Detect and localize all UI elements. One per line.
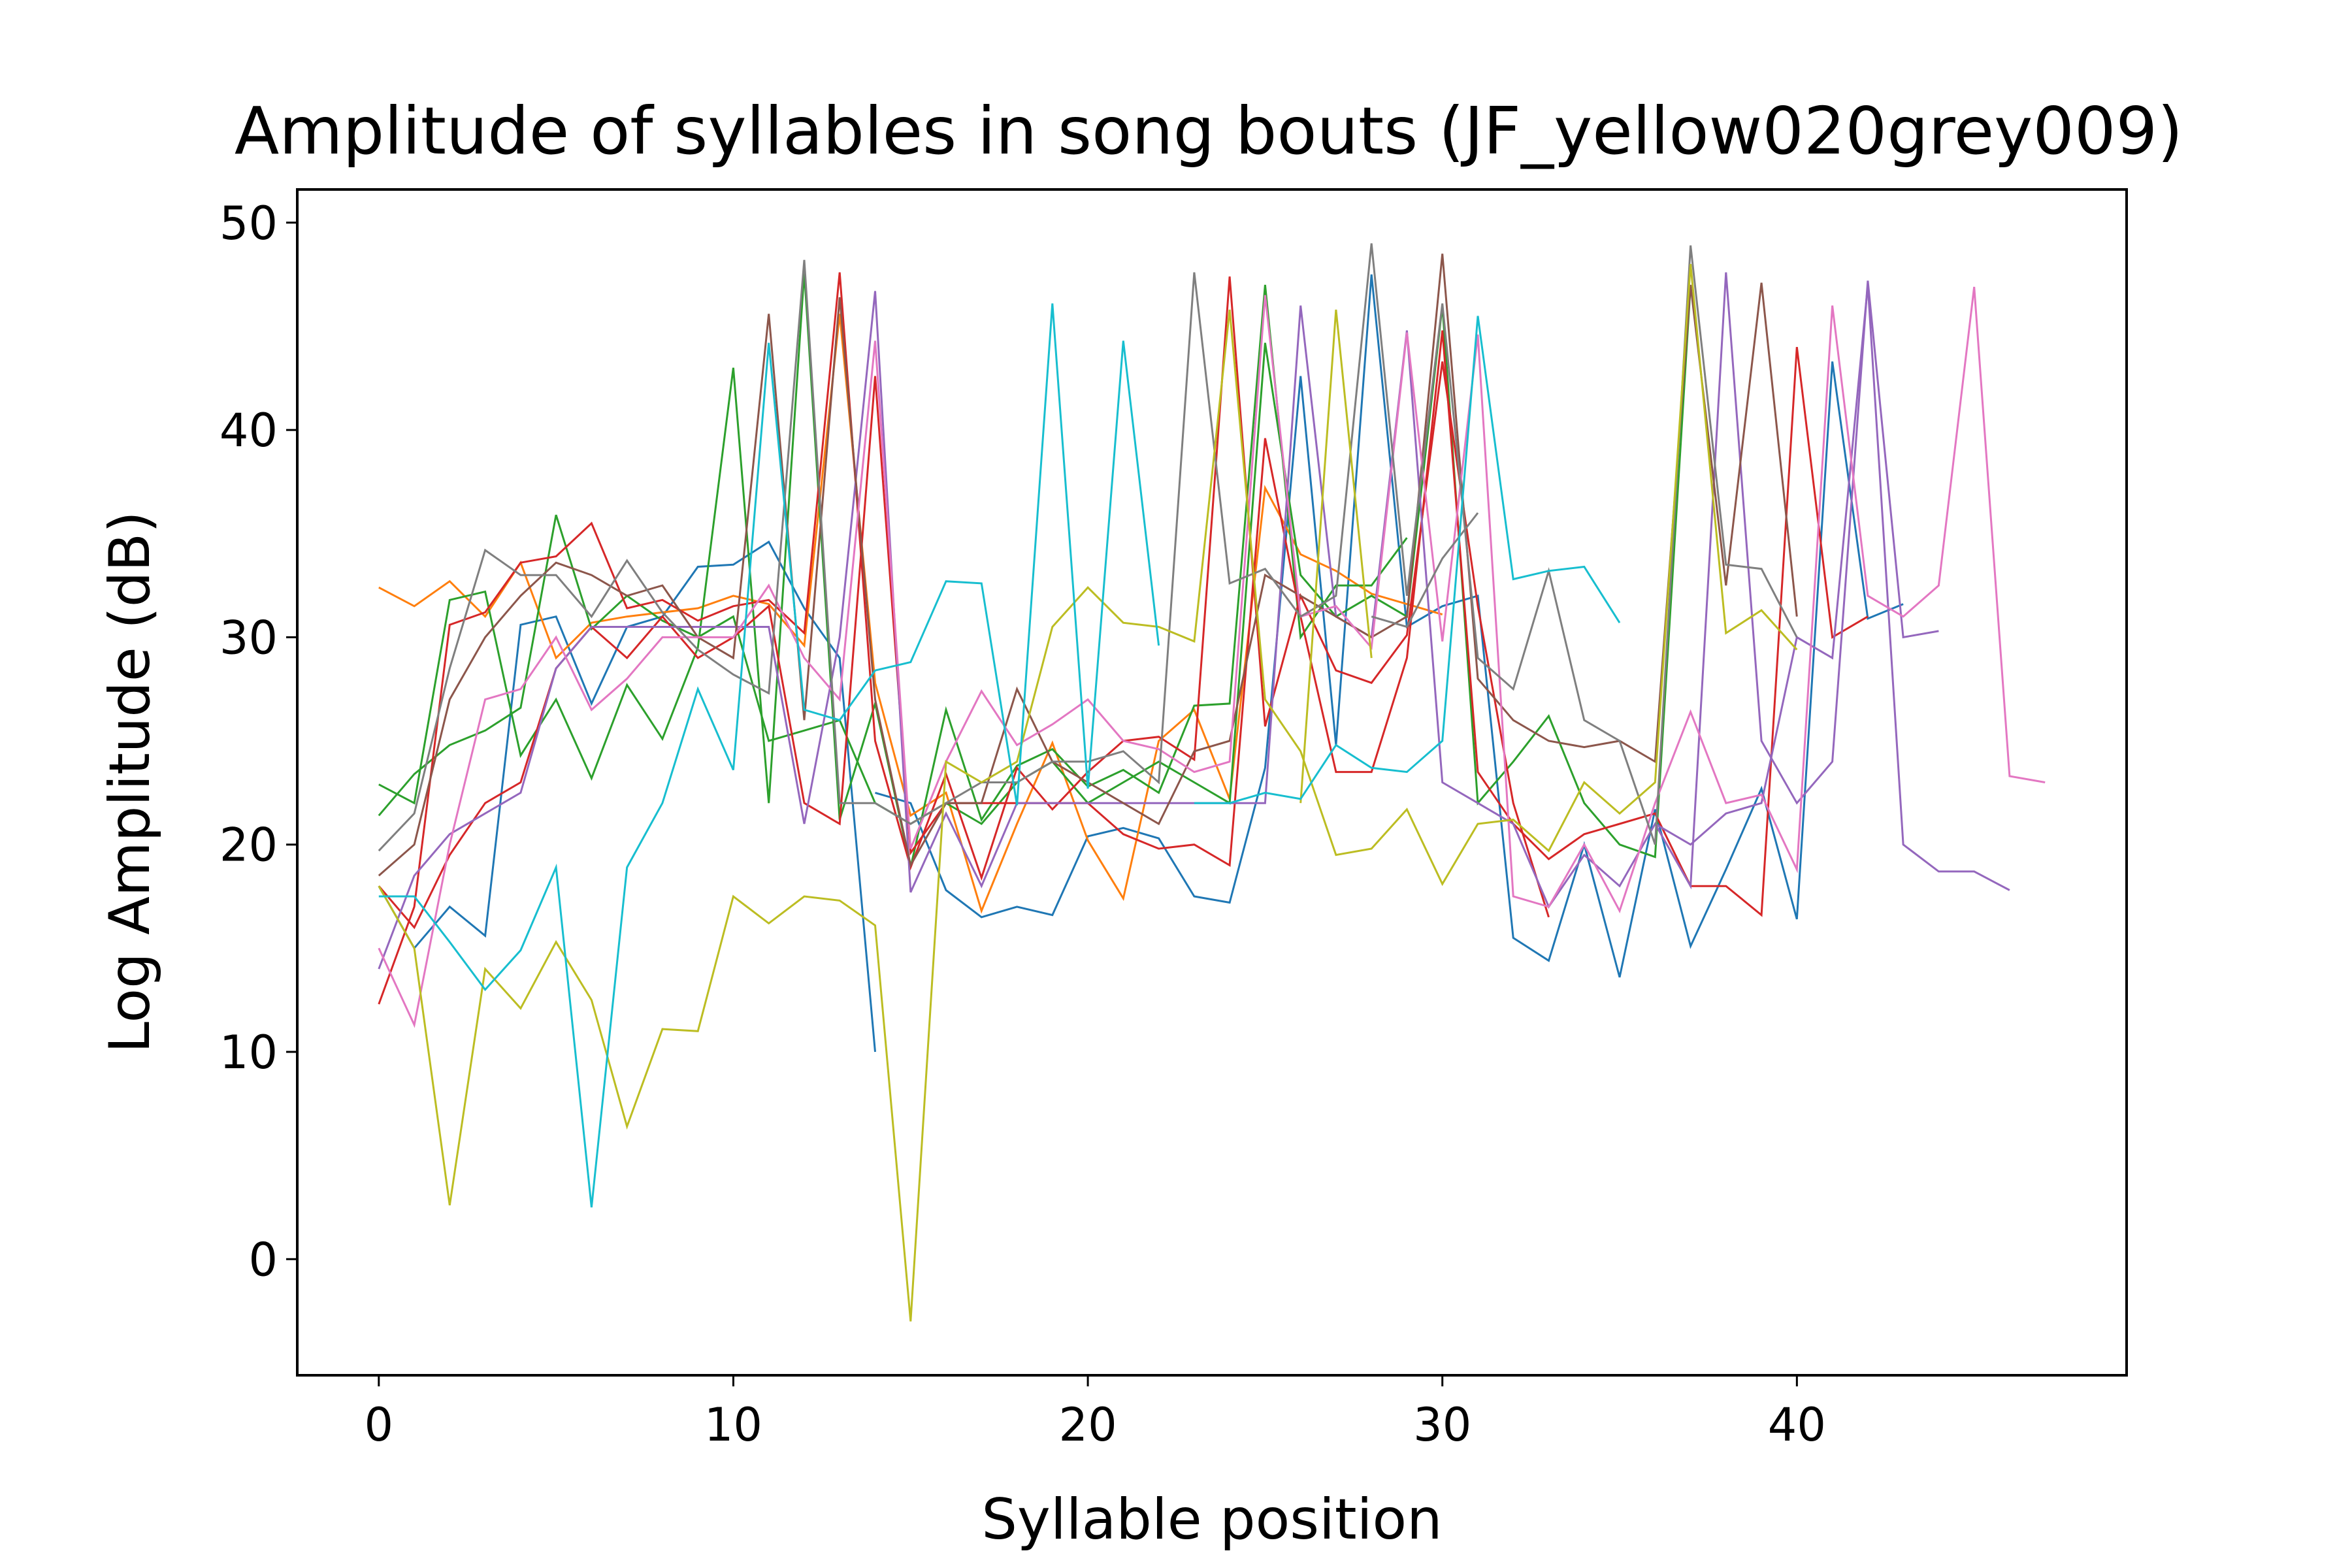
y-axis-label: Log Amplitude (dB) <box>97 511 163 1053</box>
y-tick-label: 10 <box>220 1026 278 1079</box>
y-tick-label: 30 <box>220 611 278 664</box>
series-line-6 <box>378 330 1869 930</box>
series-line-7 <box>378 272 1939 970</box>
plot-area-frame <box>296 188 2128 1377</box>
series-line-15 <box>378 303 1160 1208</box>
x-tick-label: 20 <box>1059 1398 1117 1452</box>
series-line-11 <box>378 243 1798 852</box>
x-tick-label: 0 <box>365 1398 394 1452</box>
y-axis: 0 10 20 30 40 50 <box>220 197 297 1286</box>
series-line-8 <box>1654 284 2010 891</box>
y-tick-label: 0 <box>248 1233 278 1286</box>
y-tick-label: 50 <box>220 197 278 250</box>
x-axis-label: Syllable position <box>981 1487 1442 1552</box>
x-tick-label: 10 <box>704 1398 762 1452</box>
series-line-1 <box>875 274 1904 978</box>
series-line-13 <box>378 264 1798 1322</box>
series-line-14 <box>1299 309 1373 804</box>
series-line-5 <box>378 272 1550 1005</box>
x-tick-label: 30 <box>1413 1398 1471 1452</box>
y-tick-label: 20 <box>220 819 278 872</box>
series-layer <box>378 243 2046 1322</box>
chart-title: Amplitude of syllables in song bouts (JF… <box>235 93 2183 169</box>
series-line-10 <box>378 286 2046 1028</box>
series-line-16 <box>1194 316 1621 804</box>
x-tick-label: 40 <box>1768 1398 1826 1452</box>
y-tick-label: 40 <box>220 404 278 457</box>
series-line-2 <box>378 314 1443 914</box>
x-axis: 0 10 20 30 40 <box>365 1375 1826 1452</box>
